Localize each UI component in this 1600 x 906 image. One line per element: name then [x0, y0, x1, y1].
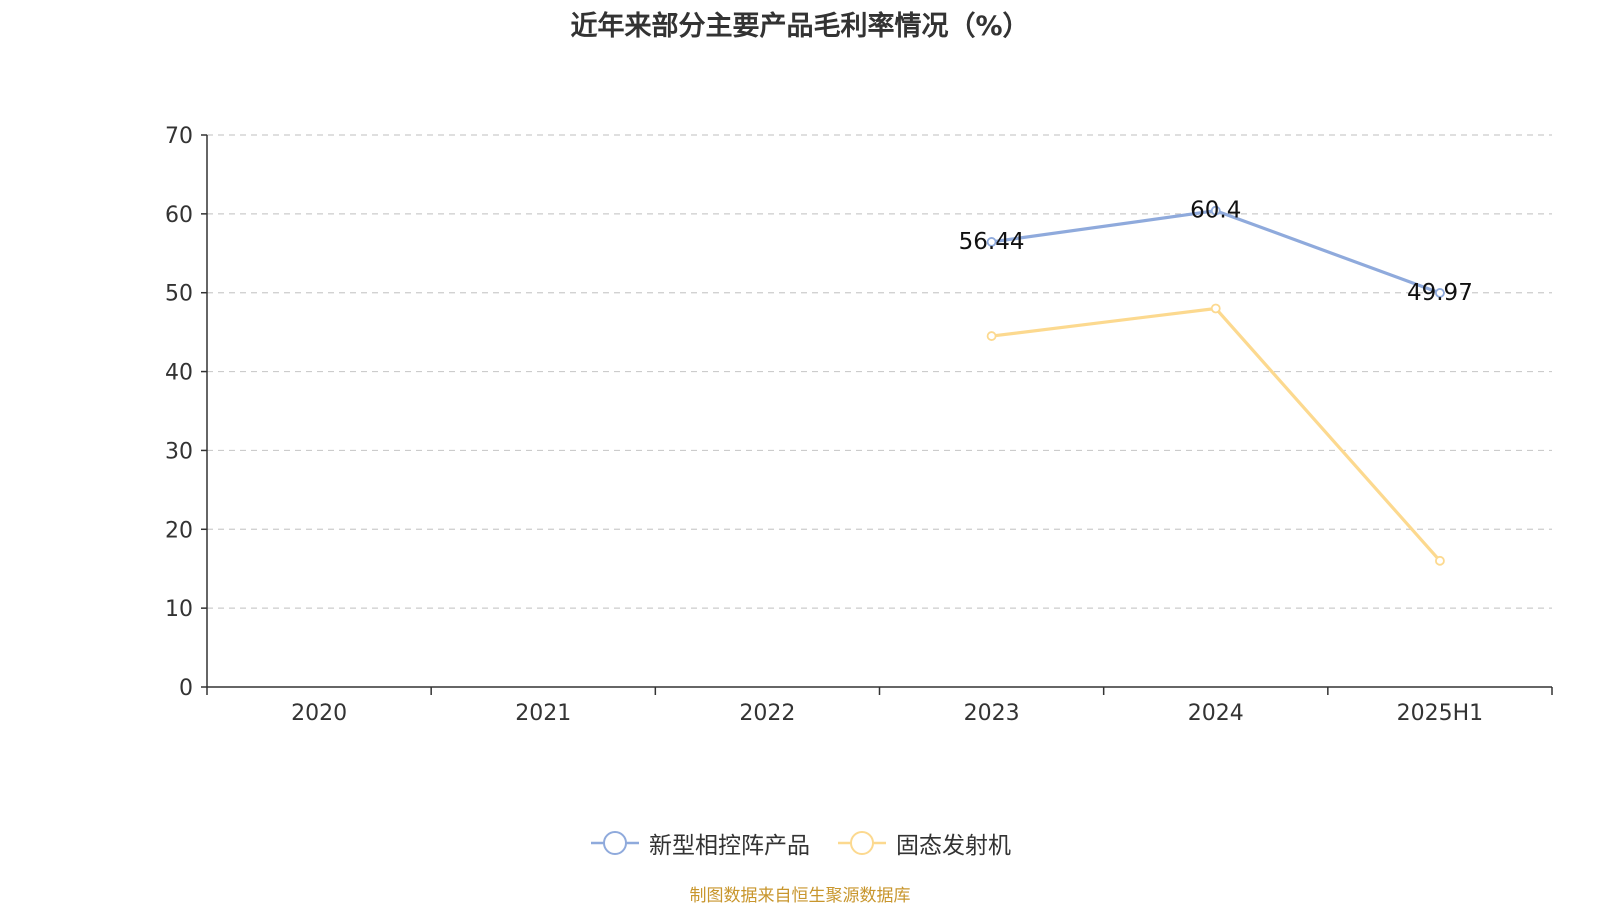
legend-marker-series-1 [603, 831, 627, 855]
data-point [986, 237, 997, 247]
axes: 0 10 20 30 40 50 60 70 2020 2021 2022 2023 2024 2025H… [165, 124, 1553, 726]
data-point [1435, 288, 1445, 298]
legend-swatch-series-1 [591, 831, 639, 855]
data-point [1210, 303, 1221, 314]
y-tick-label: 20 [165, 518, 193, 543]
legend-label-series-2: 固态发射机 [896, 833, 1011, 859]
data-point [986, 331, 997, 341]
source-note: 制图数据来自恒生聚源数据库 [689, 886, 911, 906]
data-label: 49.97 [1407, 280, 1473, 306]
grid-lines [207, 134, 1552, 609]
data-point [1210, 205, 1221, 216]
y-tick-label: 70 [165, 124, 193, 149]
legend-label-series-1: 新型相控阵产品 [649, 833, 810, 859]
x-tick-label: 2022 [739, 701, 795, 726]
data-label: 56.44 [959, 229, 1025, 255]
data-label: 60.4 [1190, 198, 1241, 224]
x-tick-label: 2024 [1188, 701, 1244, 726]
y-tick-label: 60 [165, 203, 193, 228]
series-line-2 [989, 306, 1442, 563]
data-labels: 56.44 60.4 49.97 [959, 198, 1473, 306]
legend-item-series-2[interactable]: 固态发射机 [836, 826, 1011, 860]
y-tick-label: 10 [165, 597, 193, 622]
chart-title: 近年来部分主要产品毛利率情况（%） [570, 11, 1030, 42]
x-tick-label: 2023 [964, 701, 1020, 726]
x-tick-label: 2020 [291, 701, 347, 726]
x-tick-label: 2021 [515, 701, 571, 726]
legend-swatch-series-2 [838, 831, 886, 855]
x-tick-label: 2025H1 [1397, 701, 1484, 726]
data-point [1435, 555, 1445, 566]
legend-marker-series-2 [850, 831, 874, 855]
series-lines [986, 205, 1445, 566]
y-tick-label: 30 [165, 439, 193, 464]
y-tick-label: 50 [165, 282, 193, 307]
y-tick-label: 0 [179, 676, 193, 701]
legend: 新型相控阵产品 固态发射机 [0, 826, 1600, 860]
y-tick-label: 40 [165, 361, 193, 386]
legend-item-series-1[interactable]: 新型相控阵产品 [589, 826, 810, 860]
